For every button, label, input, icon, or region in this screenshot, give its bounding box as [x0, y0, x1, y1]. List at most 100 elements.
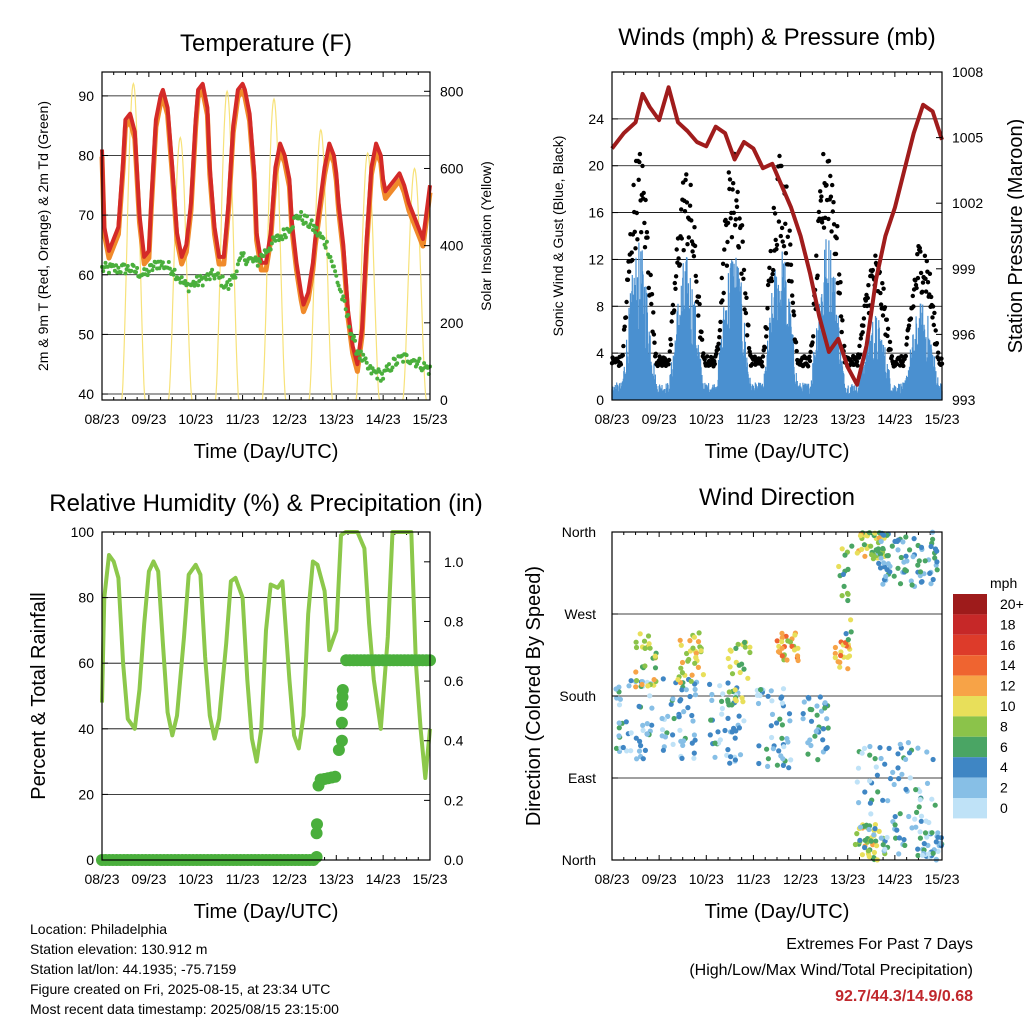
gust-point	[793, 340, 799, 345]
dewpoint-point	[208, 270, 213, 275]
gust-point	[693, 273, 698, 279]
gust-point	[644, 230, 650, 235]
gust-point	[805, 364, 811, 369]
wind-direction-point	[651, 677, 657, 683]
wind-direction-point	[732, 696, 738, 702]
dewpoint-point	[241, 251, 246, 256]
plot-frame	[101, 71, 431, 401]
gust-point	[878, 302, 884, 307]
wind-direction-point	[848, 617, 854, 623]
gust-point	[690, 249, 695, 254]
gust-point	[857, 343, 862, 349]
gust-point	[682, 209, 688, 214]
gust-point	[762, 345, 768, 350]
gust-point	[643, 197, 648, 203]
dewpoint-point	[300, 218, 305, 223]
wind-direction-point	[919, 852, 926, 858]
y-tick-label: 80	[78, 590, 94, 606]
dewpoint-point	[207, 277, 212, 282]
gust-point	[642, 220, 647, 226]
wind-direction-point	[689, 712, 695, 719]
wind-direction-point	[868, 838, 874, 844]
dewpoint-point	[309, 218, 314, 223]
dewpoint-point	[305, 214, 309, 219]
wind-direction-point	[736, 662, 742, 668]
dewpoint-point	[363, 356, 368, 361]
wind-direction-point	[932, 802, 938, 808]
dewpoint-point	[374, 370, 379, 375]
y2-tick-label: 800	[440, 83, 464, 99]
gust-point	[722, 247, 727, 252]
wind-direction-point	[640, 756, 646, 762]
y-tick-label: East	[568, 770, 596, 786]
extremes-subtitle: (High/Low/Max Wind/Total Precipitation)	[689, 962, 973, 979]
wind-direction-point	[642, 645, 648, 652]
gust-point	[666, 357, 672, 363]
wind-direction-point	[872, 530, 878, 536]
legend-label: 0	[1000, 800, 1008, 816]
gust-point	[866, 283, 871, 288]
gust-point	[923, 289, 929, 294]
wind-direction-point	[633, 639, 639, 645]
gust-point	[691, 254, 697, 259]
dewpoint-point	[131, 263, 136, 268]
dewpoint-point	[150, 268, 155, 273]
wind-direction-point	[854, 550, 860, 556]
gust-point	[669, 319, 674, 324]
gust-point	[888, 347, 893, 352]
wind-direction-point	[856, 800, 862, 806]
gust-point	[676, 256, 681, 261]
wind-direction-point	[636, 703, 642, 710]
x-tick-label: 11/23	[736, 411, 770, 427]
pressure-line	[610, 85, 944, 387]
gust-point	[834, 236, 839, 241]
wind-direction-point	[845, 591, 851, 597]
dewpoint-point	[116, 265, 121, 270]
gust-point	[933, 328, 938, 333]
wind-direction-point	[924, 780, 931, 787]
x-tick-label: 13/23	[319, 871, 354, 887]
gust-point	[670, 302, 676, 308]
gust-point	[743, 310, 749, 316]
location-text: Location: Philadelphia	[30, 921, 167, 937]
wind-direction-point	[775, 649, 782, 655]
dewpoint-point	[346, 312, 350, 317]
dewpoint-point	[357, 356, 362, 361]
wind-direction-point	[872, 826, 878, 832]
gust-point	[853, 355, 858, 360]
wind-direction-point	[871, 832, 877, 838]
precip-point	[335, 716, 348, 729]
wind-direction-point	[887, 776, 894, 782]
gust-point	[880, 281, 885, 286]
x-tick-label: 14/23	[877, 871, 912, 887]
wind-direction-point	[915, 745, 921, 751]
wind-direction-point	[918, 544, 925, 551]
wind-direction-point	[894, 827, 900, 833]
wind-direction-point	[867, 752, 873, 758]
wind-direction-point	[784, 657, 790, 663]
gust-point	[648, 272, 653, 278]
gust-point	[768, 248, 773, 254]
legend-swatch	[953, 655, 987, 676]
gust-point	[739, 223, 745, 228]
dewpoint-point	[253, 255, 258, 260]
wind-direction-point	[841, 583, 847, 590]
gust-point	[810, 340, 815, 345]
y2-tick-label: 0.2	[444, 792, 464, 808]
wind-direction-point	[692, 692, 699, 698]
y2-tick-label: 1.0	[444, 554, 464, 570]
gust-point	[692, 243, 698, 249]
x-axis-label: Time (Day/UTC)	[194, 901, 339, 923]
gust-point	[649, 292, 655, 297]
solar-insolation-line	[121, 81, 427, 401]
wind-direction-point	[712, 754, 718, 760]
dewpoint-point	[395, 361, 400, 366]
wind-direction-point	[698, 648, 704, 654]
wind-direction-point	[906, 813, 912, 820]
y-tick-label: 24	[588, 111, 604, 127]
wind-direction-point	[620, 744, 626, 751]
gust-point	[620, 353, 625, 358]
legend-swatch	[953, 594, 987, 615]
wind-direction-point	[808, 718, 815, 724]
gust-point	[652, 340, 657, 345]
